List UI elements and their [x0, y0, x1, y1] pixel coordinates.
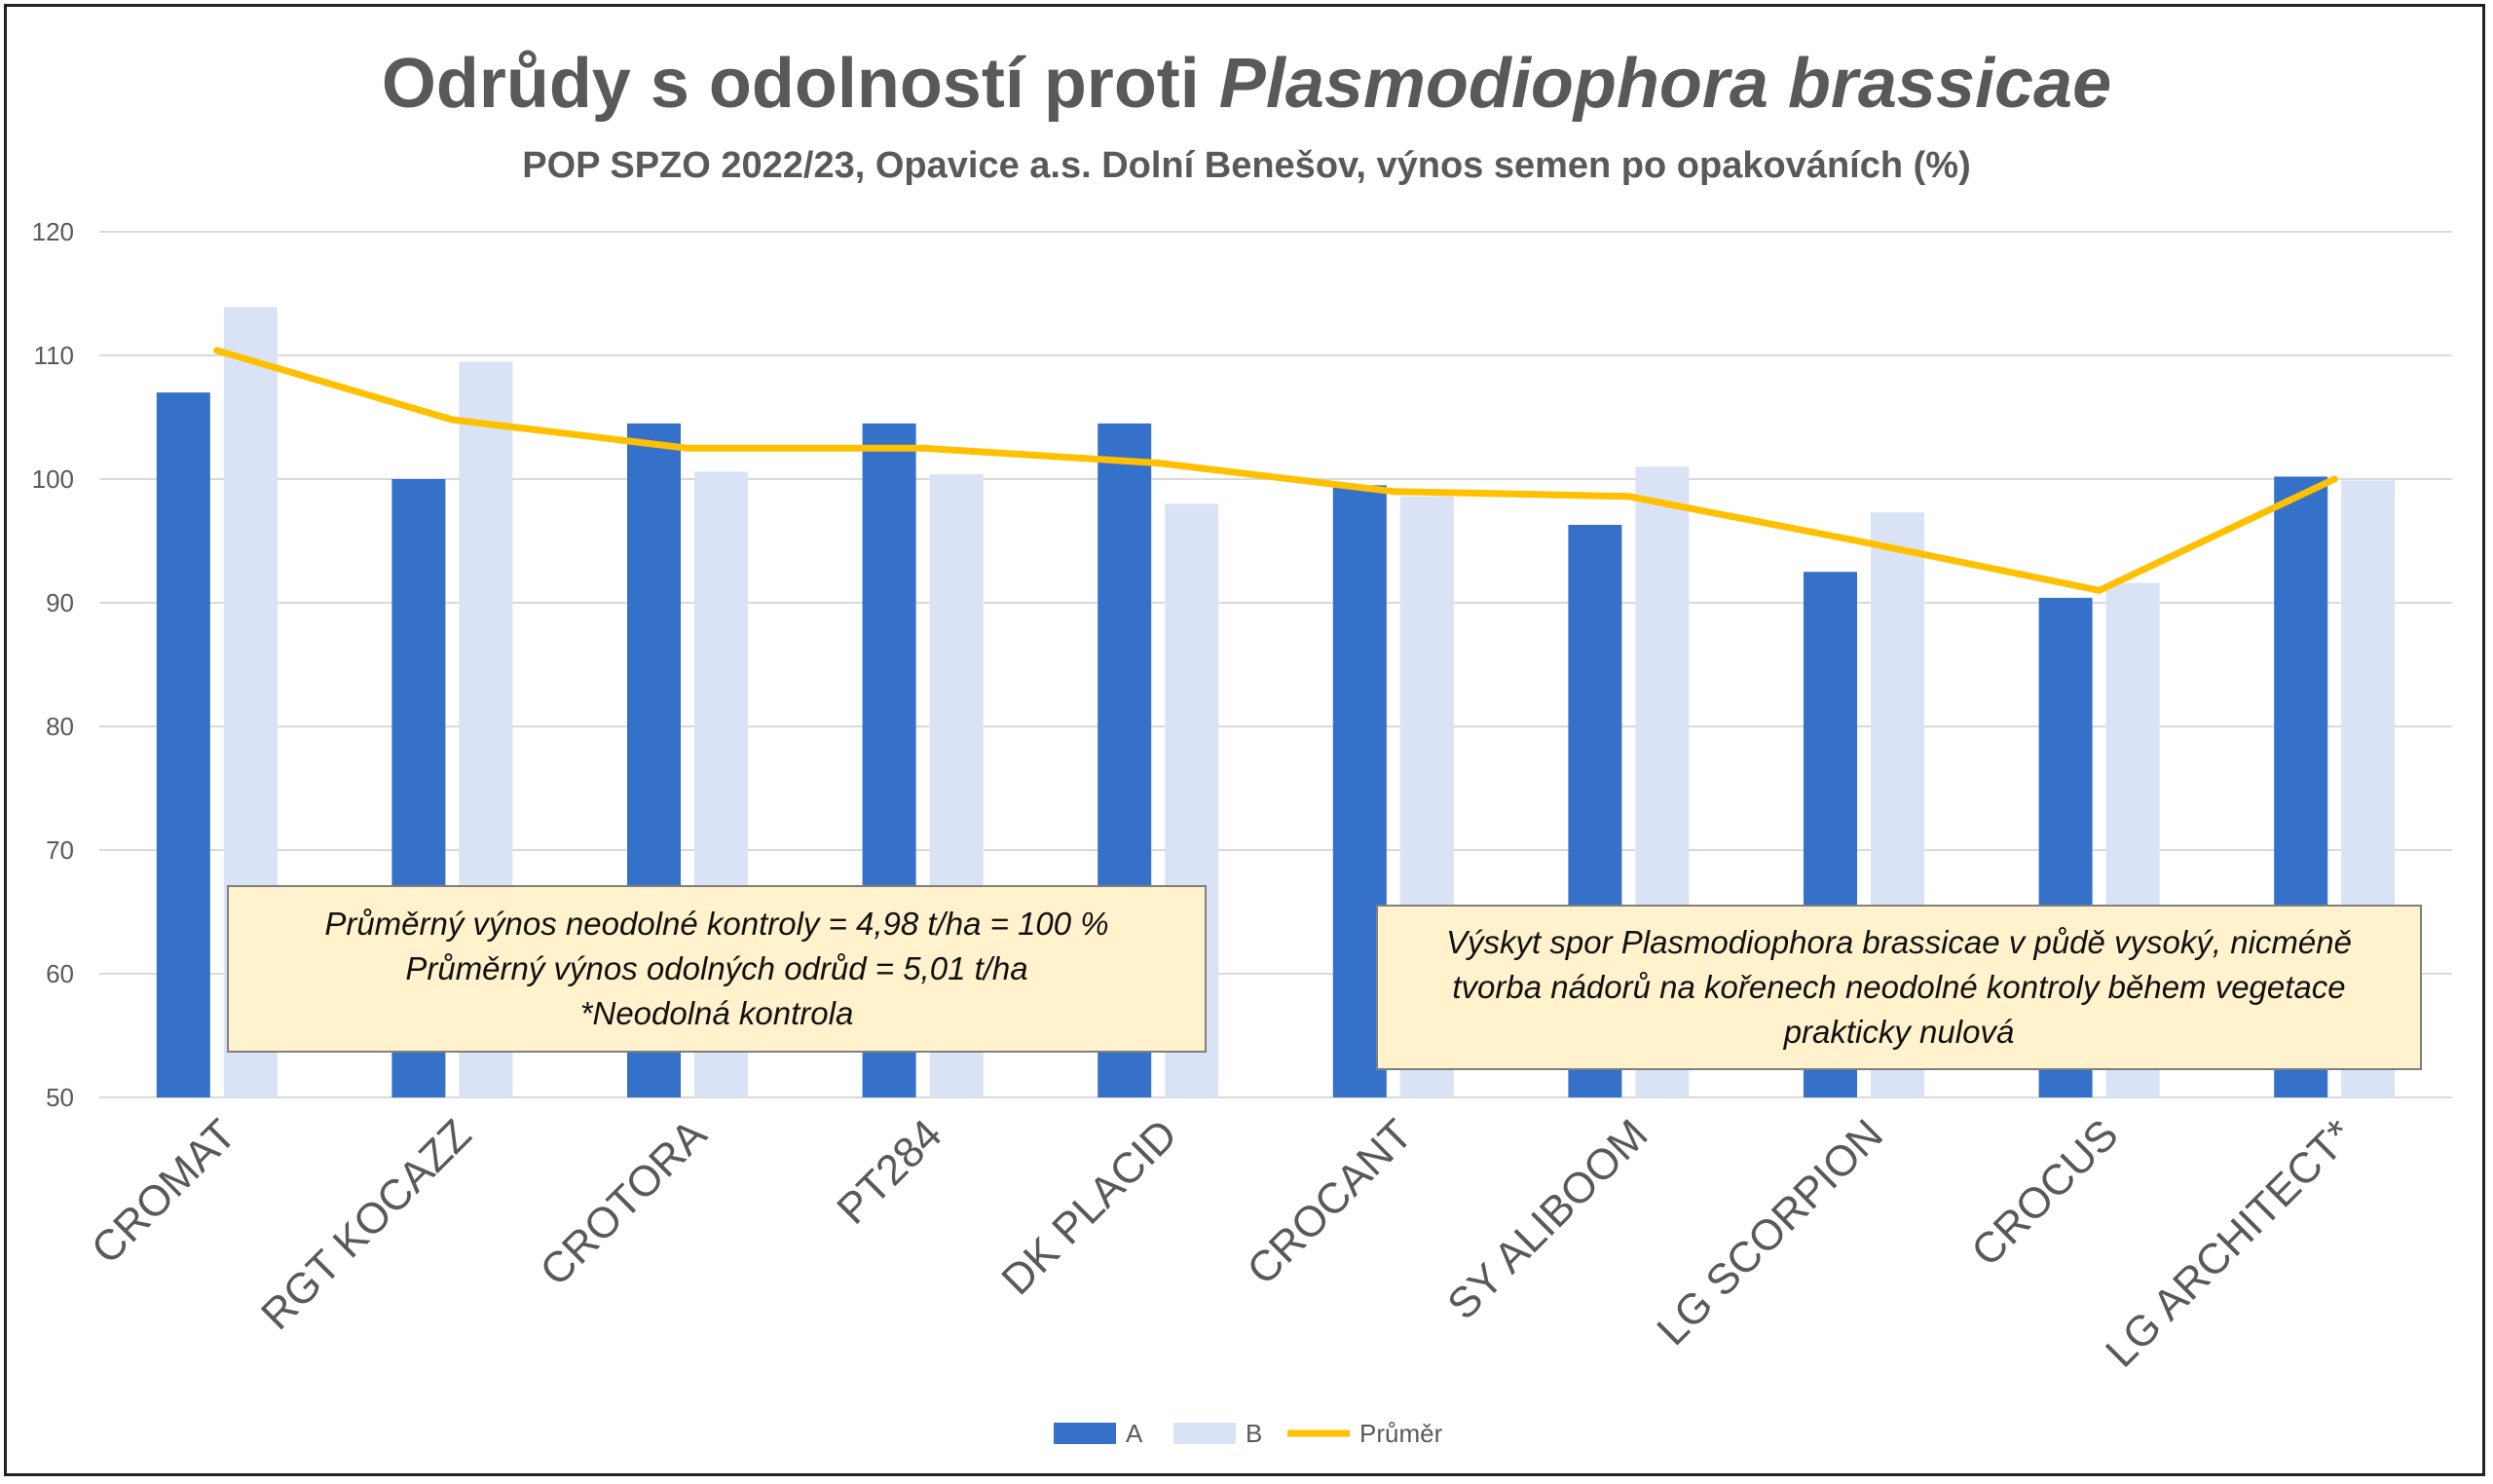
- x-tick-label: LG SCORPION: [1648, 1110, 1892, 1354]
- legend-label: Průměr: [1359, 1419, 1443, 1448]
- chart-subtitle: POP SPZO 2022/23, Opavice a.s. Dolní Ben…: [522, 145, 1970, 186]
- note-left-line-2: Průměrný výnos odolných odrůd = 5,01 t/h…: [405, 950, 1028, 986]
- legend: A B Průměr: [1054, 1419, 1443, 1448]
- chart-title-italic: Plasmodiophora brassicae: [1219, 45, 2111, 123]
- x-tick-label: DK PLACID: [992, 1110, 1186, 1304]
- note-left-line-1: Průměrný výnos neodolné kontroly = 4,98 …: [324, 906, 1109, 942]
- y-tick-label: 60: [46, 959, 74, 988]
- legend-swatch-b: [1173, 1423, 1236, 1444]
- x-tick-label: CROMAT: [83, 1110, 245, 1273]
- line-point: [1860, 538, 1868, 546]
- line-point: [684, 444, 691, 452]
- series-line-prumer: [213, 347, 2338, 594]
- x-tick-label: SY ALIBOOM: [1438, 1110, 1656, 1328]
- y-axis: 50 60 70 80 90 100 110 120: [32, 217, 74, 1112]
- note-left-line-3: *Neodolná kontrola: [579, 995, 854, 1031]
- y-tick-label: 50: [46, 1083, 74, 1112]
- line-point: [1624, 493, 1632, 501]
- x-tick-label: CROTORA: [531, 1110, 716, 1295]
- line-point: [1390, 488, 1397, 496]
- y-tick-label: 120: [32, 217, 74, 246]
- x-tick-label: LG ARCHITECT*: [2097, 1110, 2363, 1376]
- average-line: [213, 347, 2338, 594]
- line-point: [1154, 459, 1162, 466]
- line-point: [448, 416, 456, 424]
- legend-label: A: [1126, 1419, 1143, 1448]
- x-tick-label: RGT KOCAZZ: [252, 1110, 481, 1339]
- chart-title: Odrůdy s odolností proti Plasmodiophora …: [382, 45, 2111, 123]
- y-tick-label: 110: [34, 341, 74, 370]
- note-right-line-2: tvorba nádorů na kořenech neodolné kontr…: [1452, 969, 2346, 1005]
- x-axis: CROMAT RGT KOCAZZ CROTORA PT284 DK PLACID CRO…: [83, 1110, 2363, 1377]
- x-tick-label: PT284: [828, 1110, 950, 1233]
- line-point: [213, 347, 221, 354]
- line-point: [919, 444, 927, 452]
- note-right-line-1: Výskyt spor Plasmodiophora brassicae v p…: [1446, 924, 2352, 960]
- note-box-left: Průměrný výnos neodolné kontroly = 4,98 …: [227, 885, 1207, 1053]
- y-tick-label: 90: [46, 588, 74, 617]
- legend-swatch-a: [1054, 1423, 1116, 1444]
- chart-title-plain: Odrůdy s odolností proti: [382, 45, 1219, 123]
- y-tick-label: 70: [46, 835, 74, 865]
- note-right-line-3: prakticky nulová: [1783, 1014, 2015, 1050]
- y-tick-label: 100: [32, 464, 74, 494]
- line-point: [2330, 475, 2338, 483]
- bar-a-1: [156, 392, 210, 1098]
- line-point: [2096, 586, 2103, 594]
- legend-label: B: [1246, 1419, 1262, 1448]
- note-box-right: Výskyt spor Plasmodiophora brassicae v p…: [1376, 905, 2422, 1070]
- x-tick-label: CROCUS: [1962, 1110, 2127, 1275]
- y-tick-label: 80: [46, 712, 74, 741]
- x-tick-label: CROCANT: [1238, 1110, 1421, 1293]
